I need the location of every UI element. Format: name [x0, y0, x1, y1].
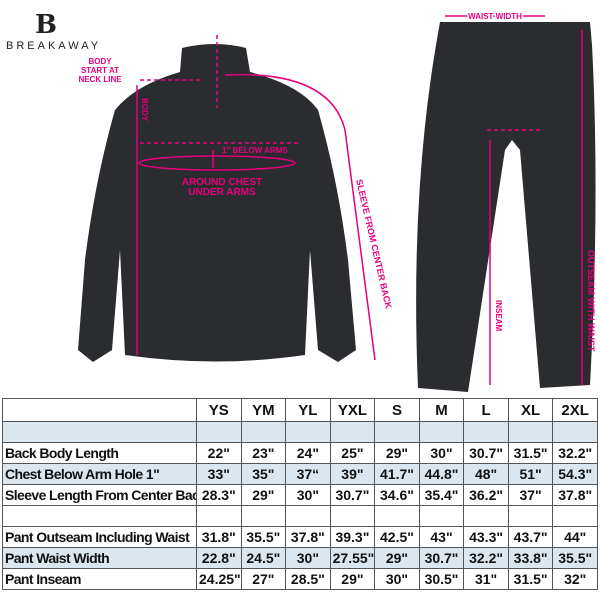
size-value: 27"	[240, 568, 287, 590]
body-start-label-2: START AT	[81, 66, 119, 75]
size-header: YS	[196, 398, 242, 422]
size-value: 30.7"	[463, 442, 509, 464]
size-value: 43.7"	[507, 526, 554, 548]
size-value: 35.5"	[240, 526, 287, 548]
size-value: 48"	[463, 463, 509, 485]
size-header: YM	[240, 398, 287, 422]
size-value: 22"	[196, 442, 242, 464]
size-header: YL	[285, 398, 331, 422]
table-row: Sleeve Length From Center Back 28.3" 29" 30…	[2, 484, 598, 506]
size-value: 31.8"	[196, 526, 242, 548]
size-header: XL	[507, 398, 554, 422]
around-chest-label-2: UNDER ARMS	[188, 187, 256, 198]
size-header: YXL	[329, 398, 376, 422]
logo-mark: B	[35, 10, 57, 40]
size-value: 29"	[374, 547, 420, 569]
size-value: 51"	[507, 463, 554, 485]
size-value: 35.4"	[418, 484, 465, 506]
row-label: Pant Inseam	[2, 568, 197, 590]
size-value: 39.3"	[329, 526, 376, 548]
size-header: S	[374, 398, 420, 422]
size-value: 28.5"	[285, 568, 331, 590]
size-chart-table: YS YM YL YXL S M L XL 2XL Back Body Leng…	[2, 398, 598, 590]
size-value: 37"	[507, 484, 554, 506]
row-label: Pant Waist Width	[2, 547, 197, 569]
size-value: 22.8"	[196, 547, 242, 569]
size-value: 37.8"	[552, 484, 598, 506]
size-header: M	[418, 398, 465, 422]
below-arms-label: 1" BELOW ARMS	[222, 146, 288, 155]
size-value: 34.6"	[374, 484, 420, 506]
size-value: 32.2"	[552, 442, 598, 464]
size-value: 23"	[240, 442, 287, 464]
row-label: Pant Outseam Including Waist	[2, 526, 197, 548]
size-value: 30.7"	[329, 484, 376, 506]
size-value: 43.3"	[463, 526, 509, 548]
size-value: 30"	[374, 568, 420, 590]
size-header-row: YS YM YL YXL S M L XL 2XL	[2, 398, 598, 422]
table-row: Pant Inseam 24.25" 27" 28.5" 29" 30" 30.5" 31" 3…	[2, 568, 598, 590]
size-value: 30.5"	[418, 568, 465, 590]
size-value: 25"	[329, 442, 376, 464]
spacer-row	[2, 505, 598, 527]
size-value: 31.5"	[507, 568, 554, 590]
size-value: 30"	[285, 484, 331, 506]
size-value: 37.8"	[285, 526, 331, 548]
spacer-row	[2, 421, 598, 443]
size-value: 29"	[329, 568, 376, 590]
row-label: Chest Below Arm Hole 1"	[2, 463, 197, 485]
pants	[416, 22, 596, 392]
outseam-label: OUTSEAM WITH WAIST	[586, 250, 596, 352]
size-value: 44.8"	[418, 463, 465, 485]
size-value: 39"	[329, 463, 376, 485]
row-label: Sleeve Length From Center Back	[2, 484, 197, 506]
table-row: Back Body Length 22" 23" 24" 25" 29" 30" 30.7" 3…	[2, 442, 598, 464]
row-label: Back Body Length	[2, 442, 197, 464]
size-value: 31"	[463, 568, 509, 590]
size-value: 30"	[418, 442, 465, 464]
size-value: 33"	[196, 463, 242, 485]
size-value: 30"	[285, 547, 331, 569]
waist-width-label: WAIST WIDTH	[468, 12, 522, 21]
body-start-label-3: NECK LINE	[78, 75, 122, 84]
size-value: 32.2"	[463, 547, 509, 569]
corner-cell	[2, 398, 197, 422]
size-value: 42.5"	[374, 526, 420, 548]
size-value: 37“	[285, 463, 331, 485]
size-value: 32"	[552, 568, 598, 590]
size-value: 24.5"	[240, 547, 287, 569]
size-value: 54.3"	[552, 463, 598, 485]
brand-logo: B BREAKAWAY	[6, 10, 102, 52]
size-value: 35.5"	[552, 547, 598, 569]
size-value: 44"	[552, 526, 598, 548]
table-row: Pant Outseam Including Waist 31.8" 35.5" 37…	[2, 526, 598, 548]
brand-name: BREAKAWAY	[6, 40, 102, 52]
size-value: 27.55"	[329, 547, 376, 569]
table-row: Pant Waist Width 22.8" 24.5" 30" 27.55" 29" 30…	[2, 547, 598, 569]
body-label: BODY	[140, 98, 149, 122]
size-header: 2XL	[552, 398, 598, 422]
body-start-label: BODY	[88, 57, 112, 66]
size-value: 36.2"	[463, 484, 509, 506]
size-header: L	[463, 398, 509, 422]
size-value: 41.7"	[374, 463, 420, 485]
size-value: 24.25"	[196, 568, 242, 590]
size-value: 29"	[374, 442, 420, 464]
size-value: 24"	[285, 442, 331, 464]
size-value: 30.7"	[418, 547, 465, 569]
jacket	[78, 44, 356, 362]
size-value: 35"	[240, 463, 287, 485]
size-value: 31.5"	[507, 442, 554, 464]
size-value: 43"	[418, 526, 465, 548]
garment-illustration: BODY START AT NECK LINE BODY 1" BELOW AR…	[78, 11, 596, 392]
size-value: 29"	[240, 484, 287, 506]
inseam-label: INSEAM	[494, 300, 503, 331]
table-row: Chest Below Arm Hole 1" 33" 35" 37“ 39" 41.7"…	[2, 463, 598, 485]
size-value: 28.3"	[196, 484, 242, 506]
around-chest-label: AROUND CHEST	[182, 177, 263, 188]
size-value: 33.8"	[507, 547, 554, 569]
